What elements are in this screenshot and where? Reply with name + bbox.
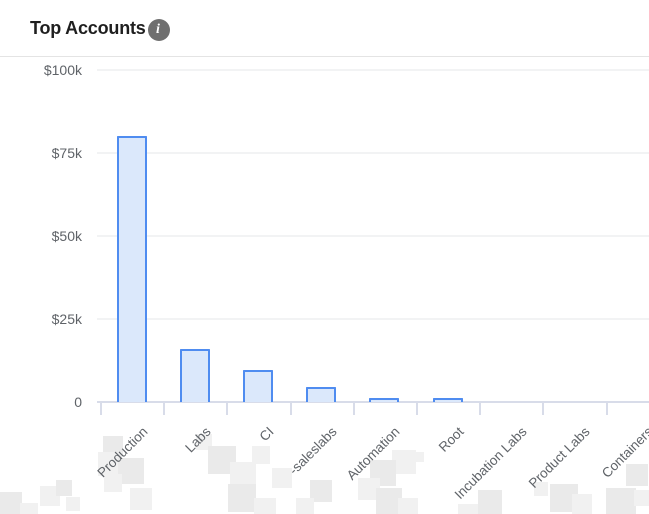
redaction-mosaic-block bbox=[478, 490, 502, 514]
redaction-mosaic-block bbox=[572, 494, 592, 514]
y-axis-tick-label: 0 bbox=[74, 394, 82, 410]
gridline bbox=[97, 318, 649, 320]
x-axis-tick bbox=[352, 402, 355, 415]
x-axis-tick bbox=[479, 402, 482, 415]
gridline bbox=[97, 69, 649, 71]
y-axis-tick-label: $50k bbox=[51, 228, 82, 244]
redaction-mosaic-block bbox=[310, 480, 332, 502]
bar-ci[interactable] bbox=[243, 370, 273, 402]
redaction-mosaic-block bbox=[130, 488, 152, 510]
redaction-mosaic-block bbox=[66, 497, 80, 511]
redaction-mosaic-block bbox=[634, 490, 649, 506]
x-axis-tick bbox=[100, 402, 102, 415]
redaction-mosaic-block bbox=[376, 488, 402, 514]
x-axis-tick bbox=[289, 402, 292, 415]
x-axis-tick bbox=[163, 402, 166, 415]
x-axis-tick bbox=[416, 402, 418, 415]
redaction-mosaic-block bbox=[118, 458, 144, 484]
x-axis-tick bbox=[226, 402, 229, 415]
redaction-mosaic-block bbox=[0, 492, 22, 514]
bar-saleslabs[interactable] bbox=[306, 387, 337, 402]
redaction-mosaic-block bbox=[56, 480, 72, 496]
redaction-mosaic-block bbox=[398, 498, 418, 514]
redaction-mosaic-block bbox=[606, 488, 636, 514]
info-icon[interactable]: i bbox=[148, 19, 170, 41]
gridline bbox=[97, 235, 649, 237]
page-title: Top Accounts bbox=[30, 18, 146, 38]
redaction-mosaic-block bbox=[103, 436, 123, 456]
y-axis-tick-label: $100k bbox=[43, 62, 82, 78]
redaction-mosaic-block bbox=[272, 468, 292, 488]
redaction-mosaic-block bbox=[254, 498, 276, 514]
x-axis-tick bbox=[542, 402, 545, 415]
redaction-mosaic-block bbox=[626, 464, 648, 486]
y-axis-tick-label: $25k bbox=[51, 311, 82, 327]
bar-production[interactable] bbox=[116, 136, 147, 402]
gridline bbox=[97, 152, 649, 154]
redaction-mosaic-block bbox=[414, 452, 424, 462]
redaction-mosaic-block bbox=[230, 462, 256, 488]
redaction-mosaic-block bbox=[20, 503, 38, 514]
bar-root[interactable] bbox=[432, 398, 463, 402]
redaction-mosaic-block bbox=[40, 486, 60, 506]
card-header: Top Accounts i bbox=[0, 0, 649, 55]
bar-automation[interactable] bbox=[369, 397, 400, 402]
info-icon-glyph: i bbox=[156, 22, 160, 37]
x-axis-line bbox=[97, 401, 649, 403]
redaction-mosaic-block bbox=[252, 446, 270, 464]
redaction-mosaic-block bbox=[358, 478, 380, 500]
redaction-mosaic-block bbox=[104, 474, 122, 492]
redaction-mosaic-block bbox=[458, 504, 478, 514]
y-axis-tick-label: $75k bbox=[51, 145, 82, 161]
x-axis-tick bbox=[605, 402, 608, 415]
bar-labs[interactable] bbox=[179, 348, 210, 402]
redaction-mosaic-block bbox=[392, 450, 416, 474]
redaction-mosaic-block bbox=[228, 484, 256, 512]
top-accounts-bar-chart: $100k $75k $50k $25k 0 Production Labs CI -sales… bbox=[0, 57, 649, 514]
redaction-mosaic-block bbox=[534, 482, 548, 496]
redaction-mosaic-block bbox=[296, 498, 314, 514]
header-divider bbox=[0, 56, 649, 57]
